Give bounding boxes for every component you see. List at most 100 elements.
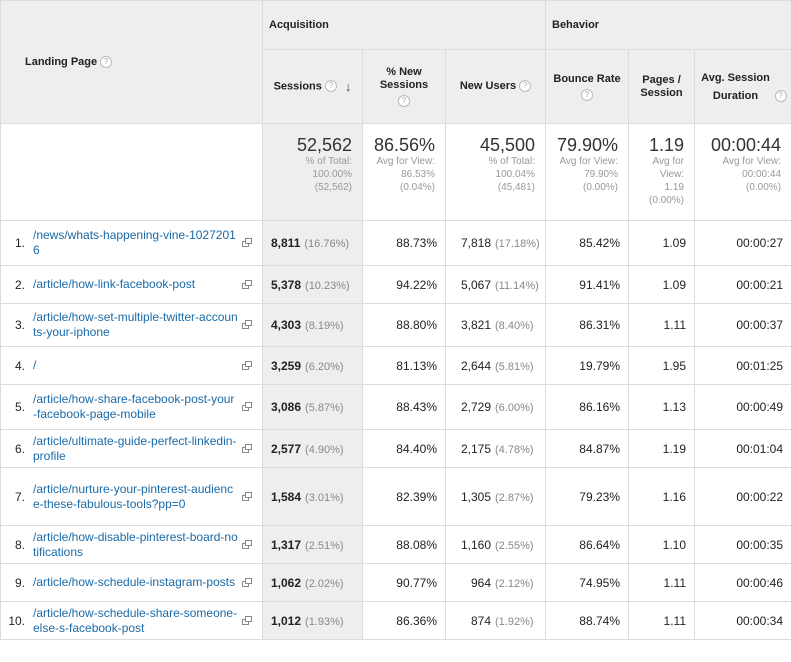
new-users-header-label: New Users — [459, 80, 517, 92]
new-users-value: 964 — [470, 575, 491, 590]
pages-session-cell: 1.10 — [628, 525, 695, 564]
open-in-new-window-icon[interactable] — [242, 491, 254, 502]
total-new-sessions-caption: Avg for View: — [376, 156, 435, 167]
total-bounce-rate: 79.90% Avg for View: 79.90% (0.00%) — [545, 123, 629, 221]
row-number: 6. — [14, 441, 25, 456]
new-users-cell: 2,644 (5.81%) — [445, 346, 546, 385]
sessions-value: 2,577 — [271, 441, 302, 456]
pages-session-cell: 1.11 — [628, 601, 695, 640]
landing-page-cell: 2. /article/how-link-facebook-post — [0, 265, 263, 304]
new-users-value: 7,818 — [460, 236, 491, 250]
pages-session-value: 1.11 — [663, 318, 686, 332]
new-sessions-cell: 88.73% — [362, 220, 446, 266]
help-icon[interactable]: ? — [774, 89, 787, 102]
landing-page-link[interactable]: /article/how-disable-pinterest-board-not… — [33, 529, 238, 559]
row-number: 3. — [14, 318, 25, 332]
open-in-new-window-icon[interactable] — [242, 615, 254, 626]
landing-page-header[interactable]: Landing Page? — [0, 0, 263, 124]
avg-session-duration-column-header[interactable]: Avg. Session Duration? — [693, 49, 791, 124]
open-in-new-window-icon[interactable] — [242, 320, 254, 330]
new-sessions-value: 86.36% — [396, 613, 437, 628]
total-pages-session-caption: Avg for — [652, 156, 685, 167]
sessions-percent: (3.01%) — [305, 491, 344, 504]
landing-page-link[interactable]: /news/whats-happening-vine-10272016 — [33, 228, 236, 257]
new-sessions-value: 88.73% — [396, 236, 437, 250]
bounce-rate-cell: 84.87% — [545, 429, 629, 468]
total-sessions-base: (52,562) — [314, 182, 352, 193]
sessions-percent: (4.90%) — [305, 443, 344, 456]
bounce-rate-value: 86.31% — [579, 318, 620, 332]
sessions-percent: (1.93%) — [305, 615, 344, 628]
new-sessions-value: 81.13% — [396, 358, 437, 373]
new-sessions-value: 88.08% — [396, 537, 437, 552]
landing-page-cell: 9. /article/how-schedule-instagram-posts — [0, 563, 263, 602]
landing-page-link[interactable]: /article/ultimate-guide-perfect-linkedin… — [33, 433, 237, 463]
table-row: 8. /article/how-disable-pinterest-board-n… — [0, 525, 791, 564]
help-icon[interactable]: ? — [519, 80, 532, 93]
open-in-new-window-icon[interactable] — [242, 577, 254, 588]
total-pages-session-caption-2: View: — [659, 169, 684, 180]
sessions-value: 4,303 — [271, 318, 302, 332]
total-bounce-rate-value: 79.90% — [556, 135, 618, 155]
bounce-rate-cell: 85.42% — [545, 220, 629, 266]
bounce-rate-column-header[interactable]: Bounce Rate ? — [545, 49, 629, 124]
sessions-percent: (6.20%) — [305, 360, 344, 373]
total-new-sessions: 86.56% Avg for View: 86.53% (0.04%) — [362, 123, 446, 221]
row-number: 1. — [14, 236, 25, 250]
new-sessions-column-header[interactable]: % New Sessions ? — [362, 49, 446, 124]
avg-duration-value: 00:00:21 — [736, 277, 784, 292]
acquisition-group-header: Acquisition — [262, 0, 546, 50]
totals-empty-cell — [0, 123, 263, 221]
pages-session-value: 1.11 — [663, 613, 686, 628]
total-pages-session-avg: 1.19 — [664, 182, 684, 193]
landing-page-link[interactable]: /article/how-schedule-instagram-posts — [33, 575, 236, 589]
bounce-rate-header-label: Bounce Rate — [553, 72, 621, 85]
open-in-new-window-icon[interactable] — [242, 279, 254, 290]
landing-page-link[interactable]: / — [33, 358, 37, 372]
total-new-users-value: 45,500 — [479, 135, 535, 155]
new-users-value: 2,175 — [460, 441, 491, 456]
avg-duration-value: 00:00:46 — [736, 575, 784, 590]
help-icon[interactable]: ? — [398, 95, 410, 107]
open-in-new-window-icon[interactable] — [242, 360, 254, 371]
landing-page-link[interactable]: /article/nurture-your-pinterest-audience… — [33, 481, 234, 511]
open-in-new-window-icon[interactable] — [242, 539, 254, 550]
new-users-percent: (1.92%) — [495, 615, 534, 628]
sessions-percent: (10.23%) — [305, 279, 350, 292]
sessions-column-header[interactable]: Sessions? ↓ — [262, 49, 363, 124]
landing-page-link[interactable]: /article/how-share-facebook-post-your-fa… — [33, 392, 235, 421]
sessions-percent: (8.19%) — [305, 320, 344, 332]
landing-page-link[interactable]: /article/how-schedule-share-someone-else… — [33, 605, 238, 635]
new-sessions-cell: 88.80% — [362, 303, 446, 347]
avg-duration-cell: 00:00:49 — [693, 384, 791, 430]
landing-page-link[interactable]: /article/how-link-facebook-post — [33, 277, 196, 291]
total-pages-session: 1.19 Avg for View: 1.19 (0.00%) — [628, 123, 695, 221]
landing-page-cell: 4. / — [0, 346, 263, 385]
sort-descending-icon[interactable]: ↓ — [344, 78, 352, 94]
table-row: 4. / 3,259 (6.20%) 81.13% 2,644 (5.81%) 19.79% 1… — [0, 346, 791, 385]
new-users-percent: (8.40%) — [495, 320, 534, 332]
new-users-percent: (5.81%) — [495, 360, 534, 373]
new-sessions-cell: 90.77% — [362, 563, 446, 602]
help-icon[interactable]: ? — [324, 80, 337, 93]
sessions-cell: 1,012 (1.93%) — [262, 601, 363, 640]
help-icon[interactable]: ? — [100, 56, 113, 69]
landing-page-cell: 7. /article/nurture-your-pinterest-audien… — [0, 467, 263, 526]
sessions-cell: 2,577 (4.90%) — [262, 429, 363, 468]
row-number: 4. — [14, 358, 25, 373]
total-new-sessions-diff: (0.04%) — [399, 182, 435, 193]
pages-session-cell: 1.09 — [628, 265, 695, 304]
new-users-column-header[interactable]: New Users? — [445, 49, 546, 124]
open-in-new-window-icon[interactable] — [242, 238, 254, 248]
pages-session-column-header[interactable]: Pages / Session — [628, 49, 695, 124]
sessions-value: 3,259 — [271, 358, 302, 373]
sessions-cell: 4,303 (8.19%) — [262, 303, 363, 347]
open-in-new-window-icon[interactable] — [242, 443, 254, 454]
sessions-percent: (5.87%) — [305, 402, 344, 414]
row-number: 8. — [14, 537, 25, 552]
help-icon[interactable]: ? — [581, 88, 593, 101]
landing-page-link[interactable]: /article/how-set-multiple-twitter-accoun… — [33, 310, 238, 339]
bounce-rate-value: 86.16% — [579, 400, 620, 414]
open-in-new-window-icon[interactable] — [242, 402, 254, 412]
bounce-rate-value: 84.87% — [579, 441, 620, 456]
